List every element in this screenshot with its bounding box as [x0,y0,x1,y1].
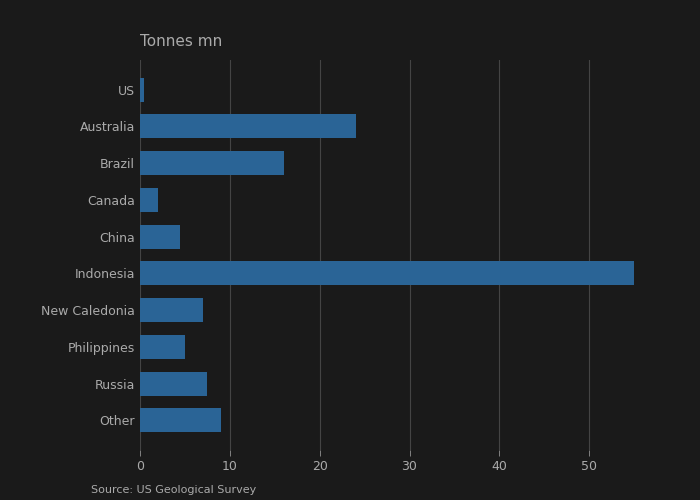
Bar [140,298,203,322]
Bar [140,224,181,248]
Bar [140,188,158,212]
Text: Source: US Geological Survey: Source: US Geological Survey [91,485,256,495]
Bar [140,114,356,138]
Bar [140,335,185,359]
Bar [140,78,144,102]
Text: Tonnes mn: Tonnes mn [140,34,223,49]
Bar [140,151,284,175]
Bar [140,262,634,285]
Bar [140,372,207,396]
Bar [140,408,221,432]
